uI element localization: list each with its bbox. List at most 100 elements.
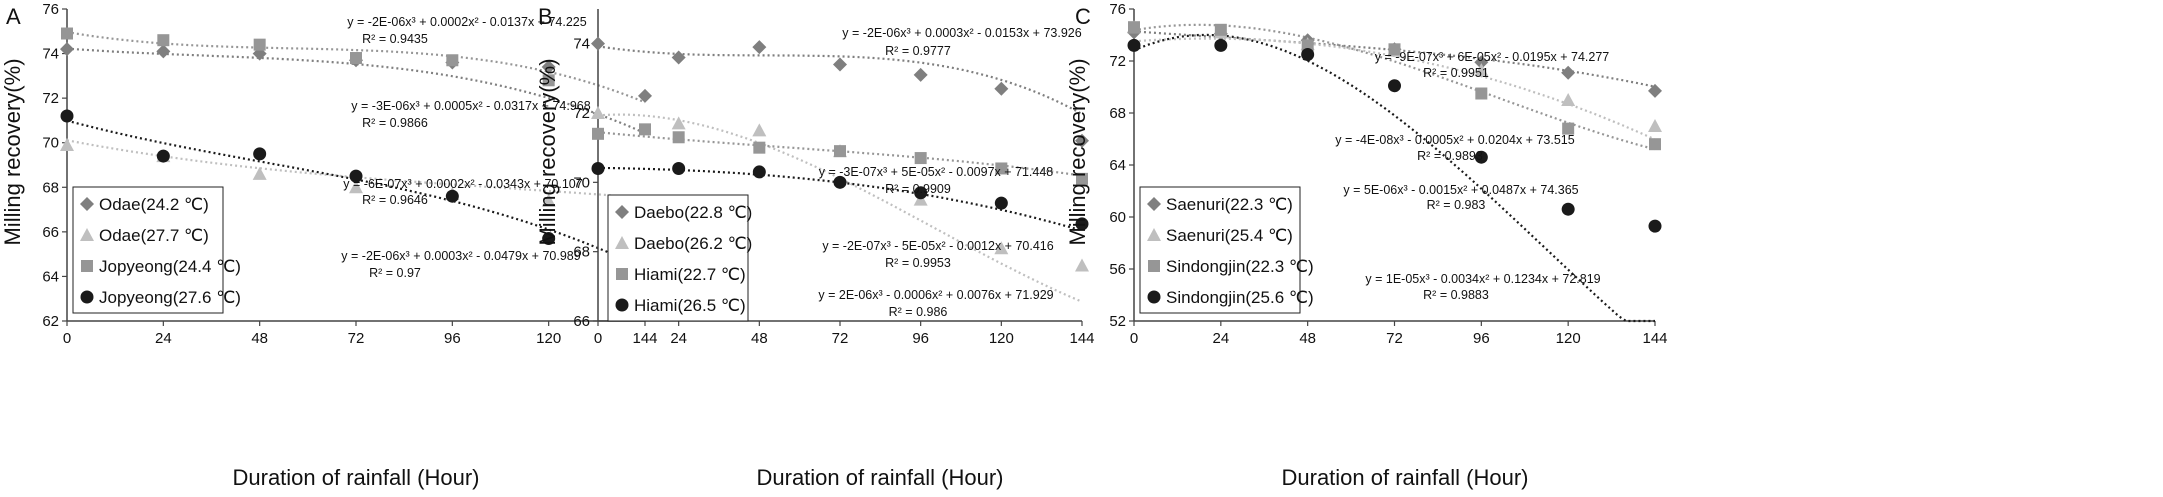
data-point — [1075, 217, 1089, 231]
y-tick-label: 72 — [573, 105, 590, 122]
trendline-equation: y = 1E-05x³ - 0.0034x² + 0.1234x + 72.81… — [1365, 272, 1600, 286]
data-point — [60, 109, 74, 123]
trendline-r2: R² = 0.9883 — [1423, 288, 1489, 302]
trendline-equation: y = -4E-08x³ - 0.0005x² + 0.0204x + 73.5… — [1335, 133, 1574, 147]
x-tick-label: 96 — [444, 330, 461, 347]
y-tick-label: 72 — [1109, 53, 1126, 70]
legend-marker — [1148, 260, 1160, 272]
y-tick-label: 66 — [42, 224, 59, 241]
trendline-r2: R² = 0.9646 — [362, 193, 428, 207]
trendline-equation: y = -2E-06x³ + 0.0003x² - 0.0153x + 73.9… — [842, 26, 1081, 40]
legend: Daebo(22.8 ℃) Daebo(26.2 ℃) Hiami(22.7 ℃) H… — [607, 194, 752, 322]
data-point — [592, 127, 604, 140]
legend-marker — [615, 205, 629, 219]
x-axis-title: Duration of rainfall (Hour) — [233, 465, 480, 490]
legend-label: Odae(27.7 ℃) — [99, 226, 209, 245]
data-point — [446, 54, 459, 67]
x-tick-label: 120 — [989, 330, 1014, 347]
trendline-equation: y = 2E-06x³ - 0.0006x² + 0.0076x + 71.92… — [818, 288, 1053, 302]
legend-box — [1139, 186, 1301, 314]
equation-labels: y = -2E-06x³ + 0.0003x² - 0.0153x + 73.9… — [818, 26, 1081, 319]
data-point — [1561, 65, 1576, 80]
data-point — [995, 162, 1008, 175]
y-axis-title: Milling recovery(%) — [0, 58, 25, 245]
data-point — [753, 141, 766, 154]
y-tick-label: 56 — [1109, 261, 1126, 278]
legend-marker — [80, 197, 94, 211]
x-tick-label: 0 — [63, 330, 71, 347]
data-point — [834, 145, 846, 158]
trendline-r2: R² = 0.9866 — [362, 116, 428, 130]
data-point — [914, 186, 928, 200]
trendline — [1133, 23, 1656, 151]
x-tick-label: 72 — [832, 330, 849, 347]
data-point — [1649, 138, 1661, 151]
legend-marker — [616, 268, 628, 280]
x-tick-label: 120 — [536, 330, 561, 347]
data-point — [1648, 83, 1662, 98]
data-point — [671, 116, 686, 130]
data-point — [252, 166, 267, 180]
data-point — [591, 36, 605, 51]
legend-box — [72, 186, 224, 314]
x-tick-label: 24 — [1212, 330, 1229, 347]
data-point — [639, 123, 651, 136]
data-point — [1075, 133, 1089, 148]
legend-marker — [81, 260, 93, 272]
x-tick-label: 48 — [251, 330, 268, 347]
y-axis-title: Milling recovery(%) — [1065, 58, 1090, 245]
trendline-r2: R² = 0.9777 — [885, 44, 951, 58]
x-tick-label: 96 — [1473, 330, 1490, 347]
data-point — [1648, 119, 1662, 132]
trendline-equation: y = -2E-07x³ - 5E-05x² - 0.0012x + 70.41… — [822, 239, 1053, 253]
data-point — [833, 57, 847, 72]
trendline-equation: y = -3E-06x³ + 0.0005x² - 0.0317x + 74.9… — [351, 99, 590, 113]
data-point — [994, 196, 1008, 210]
data-point — [1561, 202, 1575, 216]
trendline-equation: y = -2E-06x³ + 0.0003x² - 0.0479x + 70.9… — [341, 249, 580, 263]
panel-b: B Milling recovery(%) Duration of rainfa… — [535, 4, 1095, 490]
plot-area: 66 68 70 72 74 0 24 48 72 96 120 144 — [573, 36, 1094, 347]
data-point — [60, 137, 74, 151]
legend-label: Jopyeong(27.6 ℃) — [99, 288, 241, 307]
x-tick-label: 144 — [1069, 330, 1094, 347]
x-tick-label: 120 — [1556, 330, 1581, 347]
x-axis-title: Duration of rainfall (Hour) — [757, 465, 1004, 490]
y-tick-label: 76 — [42, 1, 59, 18]
legend-marker — [80, 228, 94, 241]
trendline-equation: y = -2E-06x³ + 0.0002x² - 0.0137x + 74.2… — [347, 15, 586, 29]
data-point — [156, 149, 170, 163]
y-axis-title: Milling recovery(%) — [535, 58, 560, 245]
data-point — [994, 81, 1009, 96]
trendline — [597, 45, 1083, 115]
data-point — [1475, 87, 1488, 100]
y-tick-label: 68 — [1109, 105, 1126, 122]
panel-label: B — [538, 4, 553, 29]
data-point — [914, 152, 927, 165]
legend-box — [607, 194, 749, 322]
x-tick-label: 24 — [670, 330, 687, 347]
data-point — [542, 232, 556, 246]
trendline-r2: R² = 0.983 — [1427, 198, 1486, 212]
y-tick-label: 66 — [573, 313, 590, 330]
data-point — [1214, 38, 1228, 52]
data-point — [349, 180, 363, 194]
data-point — [994, 241, 1009, 255]
legend-marker — [80, 290, 94, 304]
data-point — [61, 27, 73, 40]
trendline-equation: y = -3E-07x³ + 5E-05x² - 0.0097x + 71.44… — [819, 165, 1054, 179]
trendline-equation: y = -9E-07x³ + 6E-05x² - 0.0195x + 74.27… — [1375, 50, 1610, 64]
y-tick-label: 64 — [42, 268, 59, 285]
legend-label: Hiami(26.5 ℃) — [634, 296, 746, 315]
data-point — [1562, 122, 1575, 135]
data-point — [157, 34, 170, 47]
x-tick-label: 24 — [155, 330, 172, 347]
data-point — [672, 131, 685, 144]
y-tick-label: 72 — [42, 90, 59, 107]
legend-marker — [1147, 197, 1161, 211]
data-point — [1076, 172, 1088, 185]
equation-labels: y = -2E-06x³ + 0.0002x² - 0.0137x + 74.2… — [341, 15, 590, 280]
data-point — [591, 106, 605, 119]
data-point — [638, 88, 652, 103]
data-point — [350, 52, 362, 65]
